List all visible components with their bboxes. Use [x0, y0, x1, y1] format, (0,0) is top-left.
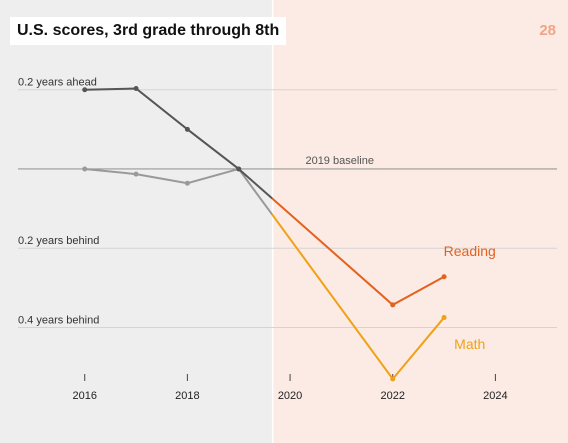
page-number: 28	[539, 22, 556, 39]
baseline-label: 2019 baseline	[305, 155, 374, 167]
chart-title: U.S. scores, 3rd grade through 8th	[10, 17, 287, 45]
x-tick-label: 2024	[483, 390, 507, 402]
series-label: Math	[454, 336, 485, 352]
series-label: Reading	[444, 243, 496, 259]
data-point	[184, 180, 190, 186]
data-point	[133, 86, 139, 92]
post-pandemic-background	[273, 0, 568, 443]
y-gridline-label: 0.2 years ahead	[18, 77, 97, 89]
series-line-pre-2020	[84, 87, 240, 170]
data-point	[390, 376, 396, 382]
x-tick-label: 2016	[72, 390, 96, 402]
data-point	[82, 166, 88, 172]
data-point	[390, 302, 396, 308]
data-point	[236, 166, 242, 172]
pre-pandemic-background	[0, 0, 273, 443]
series-line-transition	[237, 168, 273, 216]
data-point	[133, 171, 139, 177]
data-point	[184, 126, 190, 132]
x-tick-label: 2022	[380, 390, 404, 402]
y-gridline-label: 0.2 years behind	[18, 235, 99, 247]
data-point	[82, 87, 88, 93]
x-tick-label: 2018	[175, 390, 199, 402]
x-tick-label: 2020	[278, 390, 302, 402]
series-line-transition	[238, 168, 273, 200]
y-gridline-label: 0.4 years behind	[18, 314, 99, 326]
data-point	[441, 274, 447, 280]
data-point	[441, 315, 447, 321]
series-line-pre-2020	[84, 167, 240, 185]
